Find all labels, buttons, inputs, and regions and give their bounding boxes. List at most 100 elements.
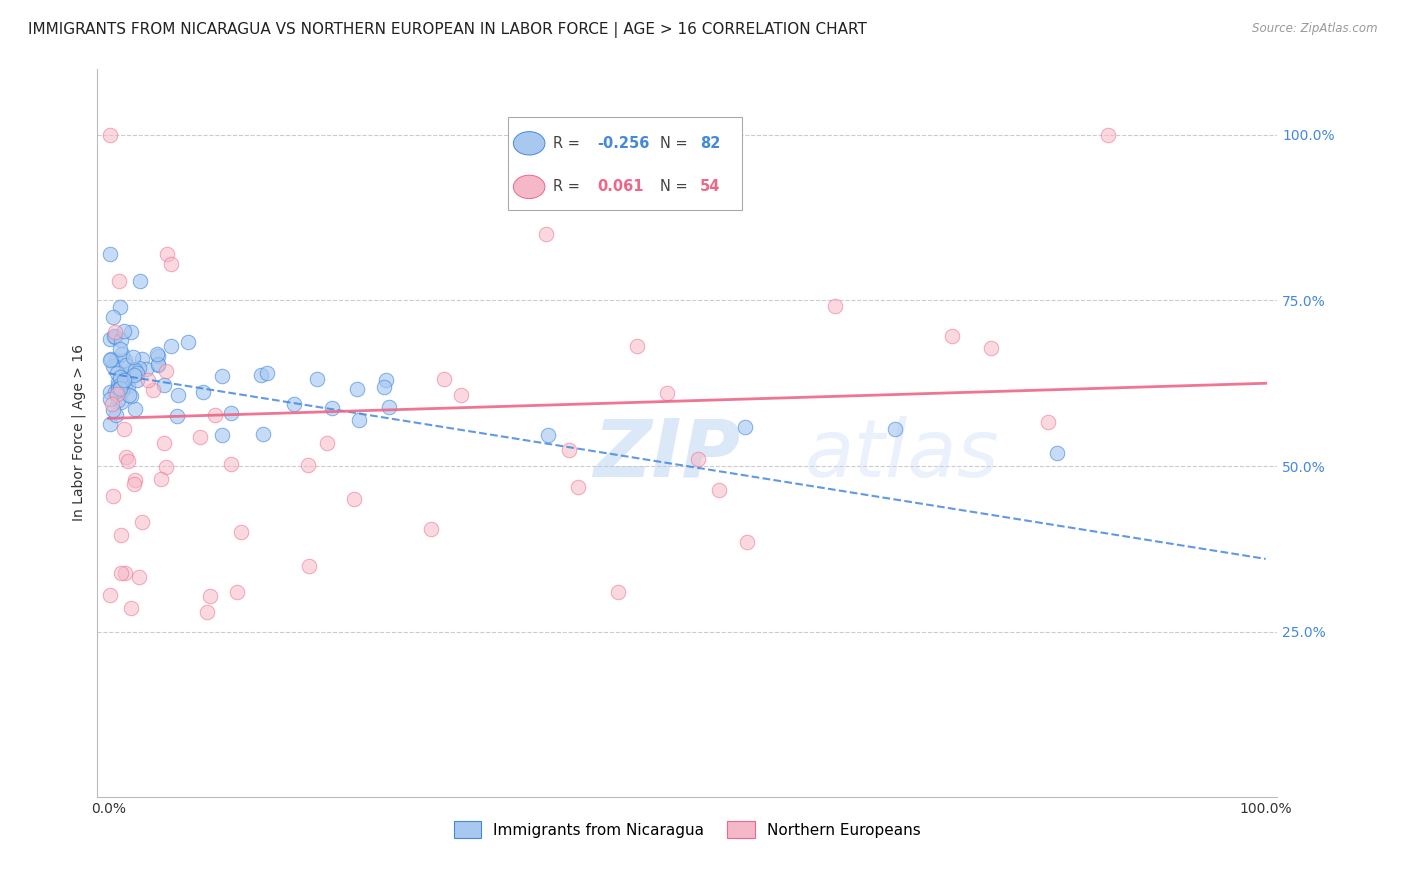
Point (101, 489, 124, 503)
Text: Source: ZipAtlas.com: Source: ZipAtlas.com (1253, 22, 1378, 36)
Point (103, 310, 125, 324)
Point (298, 559, 321, 574)
Point (105, 409, 128, 423)
Point (128, 570, 150, 584)
Point (229, 524, 252, 539)
Point (375, 373, 398, 387)
Point (100, 352, 122, 367)
Point (124, 473, 146, 487)
Point (131, 515, 153, 529)
Point (98, 128, 121, 142)
Point (177, 334, 200, 349)
Point (160, 256, 183, 270)
Text: atlas: atlas (806, 416, 1000, 494)
Point (146, 358, 169, 372)
Point (225, 585, 247, 599)
Point (110, 566, 132, 580)
Point (219, 406, 242, 420)
Point (156, 247, 179, 261)
Point (107, 366, 129, 380)
Point (128, 361, 150, 376)
Point (160, 339, 183, 353)
Point (122, 351, 145, 365)
Point (148, 349, 170, 363)
Text: R =: R = (553, 136, 583, 151)
Point (824, 299, 846, 313)
Text: 82: 82 (700, 136, 720, 151)
Point (315, 436, 337, 450)
Point (131, 352, 153, 367)
Point (734, 419, 756, 434)
Point (686, 452, 709, 467)
Point (112, 422, 135, 436)
Point (114, 566, 136, 581)
Point (450, 388, 472, 402)
Point (120, 601, 142, 615)
Point (111, 383, 134, 397)
Point (98, 588, 121, 602)
Point (167, 388, 190, 402)
Point (149, 472, 172, 486)
Point (103, 325, 125, 339)
Point (103, 359, 125, 373)
Point (112, 371, 135, 385)
Point (534, 227, 557, 242)
Point (198, 590, 221, 604)
Point (118, 388, 141, 402)
Point (100, 351, 122, 366)
Point (191, 384, 214, 399)
Point (153, 378, 176, 392)
Point (155, 459, 177, 474)
Y-axis label: In Labor Force | Age > 16: In Labor Force | Age > 16 (72, 344, 86, 522)
Point (135, 362, 157, 376)
Point (115, 450, 138, 465)
Point (98, 247, 121, 261)
Point (110, 528, 132, 542)
Point (124, 477, 146, 491)
Point (321, 401, 343, 416)
Point (136, 374, 159, 388)
Point (107, 376, 129, 390)
Point (420, 522, 443, 536)
Point (98, 385, 121, 400)
Point (204, 408, 226, 422)
Point (108, 369, 131, 384)
Point (110, 300, 132, 314)
Text: N =: N = (661, 179, 693, 194)
Point (110, 395, 132, 409)
Point (111, 376, 134, 391)
Point (124, 363, 146, 377)
Point (103, 329, 125, 343)
Point (297, 458, 319, 472)
Point (120, 389, 142, 403)
Point (108, 382, 131, 396)
Point (148, 358, 170, 372)
Point (1097, 128, 1119, 142)
Point (188, 430, 211, 444)
Point (114, 352, 136, 367)
Point (112, 373, 135, 387)
Point (122, 368, 145, 382)
Point (166, 409, 188, 423)
Point (127, 373, 149, 387)
Text: R =: R = (553, 179, 589, 194)
Point (941, 329, 963, 343)
Point (108, 343, 131, 357)
Text: 54: 54 (700, 179, 720, 194)
Point (1036, 415, 1059, 429)
Text: 0.061: 0.061 (598, 179, 644, 194)
Point (107, 379, 129, 393)
Point (211, 428, 233, 442)
Point (104, 330, 127, 344)
Point (117, 453, 139, 467)
Point (211, 368, 233, 383)
Point (256, 366, 278, 380)
Text: IMMIGRANTS FROM NICARAGUA VS NORTHERN EUROPEAN IN LABOR FORCE | AGE > 16 CORRELA: IMMIGRANTS FROM NICARAGUA VS NORTHERN EU… (28, 22, 868, 38)
Point (108, 274, 131, 288)
Point (117, 378, 139, 392)
Point (107, 393, 129, 408)
Point (607, 585, 630, 599)
Point (101, 397, 124, 411)
Point (115, 358, 138, 372)
Point (108, 381, 131, 395)
